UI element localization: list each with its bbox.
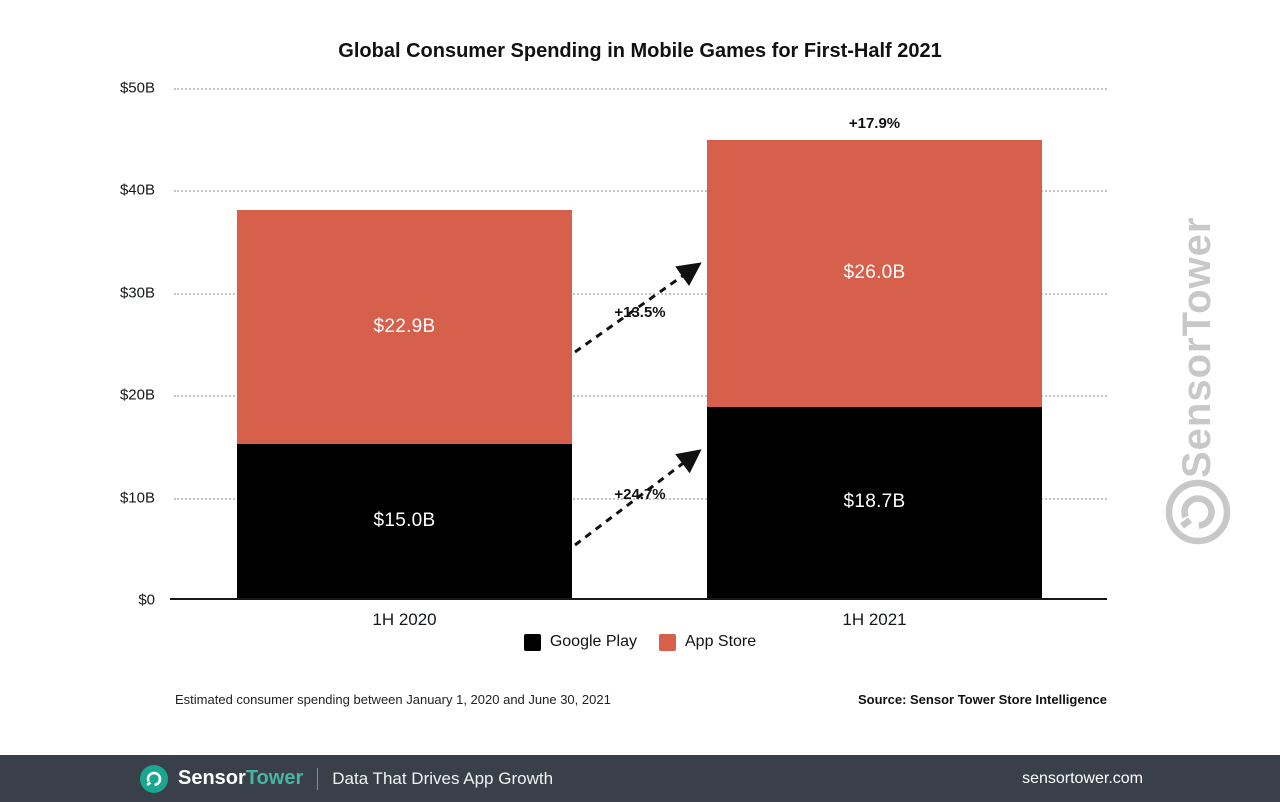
growth-label-app-store: +13.5% [614, 304, 666, 321]
y-tick-label: $10B [119, 489, 155, 507]
bar-1h2021: $26.0B $18.7B [707, 140, 1042, 598]
legend-swatch-google-play [523, 633, 541, 651]
bar-segment-google-play: $18.7B [707, 406, 1042, 598]
legend-label: Google Play [549, 633, 637, 650]
footer: SensorTower Data That Drives App Growth … [0, 755, 1280, 802]
footer-divider [317, 767, 319, 790]
brand-tower: Tower [245, 767, 304, 789]
bar-segment-app-store: $26.0B [707, 140, 1042, 407]
footer-brand-group: SensorTower Data That Drives App Growth [140, 764, 554, 793]
chart-title: Global Consumer Spending in Mobile Games… [338, 40, 942, 62]
segment-value-label: $15.0B [373, 510, 436, 532]
bar-segment-google-play: $15.0B [237, 444, 572, 598]
legend-item-google-play: Google Play [523, 633, 637, 651]
legend-label: App Store [685, 633, 757, 650]
segment-value-label: $22.9B [373, 316, 436, 338]
gridline [174, 395, 1107, 398]
y-tick-label: $50B [119, 79, 155, 97]
gridline [174, 88, 1107, 90]
bar-segment-app-store: $22.9B [237, 209, 572, 445]
brand-sensor: Sensor [178, 767, 246, 789]
y-tick-label: $0 [138, 591, 155, 609]
y-tick-label: $40B [119, 181, 155, 199]
source-note: Source: Sensor Tower Store Intelligence [858, 692, 1107, 707]
footnote: Estimated consumer spending between Janu… [175, 692, 611, 707]
y-tick-label: $30B [119, 284, 155, 302]
sensortower-logo-icon [140, 764, 168, 793]
x-axis-label-1h2021: 1H 2021 [842, 610, 907, 629]
x-axis-label-1h2020: 1H 2020 [372, 610, 437, 629]
sensortower-logo-watermark-icon [1165, 479, 1231, 545]
footer-url[interactable]: sensortower.com [1022, 769, 1143, 787]
segment-value-label: $26.0B [843, 262, 906, 284]
legend: Google Play App Store [0, 633, 1280, 651]
watermark-text: SensorTower [1175, 216, 1219, 478]
segment-value-label: $18.7B [843, 491, 906, 513]
legend-swatch-app-store [659, 633, 676, 651]
brand-name: SensorTower [178, 767, 303, 790]
gridline [174, 190, 1107, 193]
footer-tagline: Data That Drives App Growth [332, 768, 554, 788]
legend-item-app-store: App Store [659, 633, 756, 651]
bar-1h2020: $22.9B $15.0B [237, 209, 572, 598]
plot-area: $22.9B $15.0B $26.0B $18.7B +17.9% [170, 88, 1107, 600]
growth-label-google-play: +24.7% [614, 486, 666, 503]
total-growth-label: +17.9% [848, 115, 901, 133]
y-tick-label: $20B [119, 386, 155, 404]
